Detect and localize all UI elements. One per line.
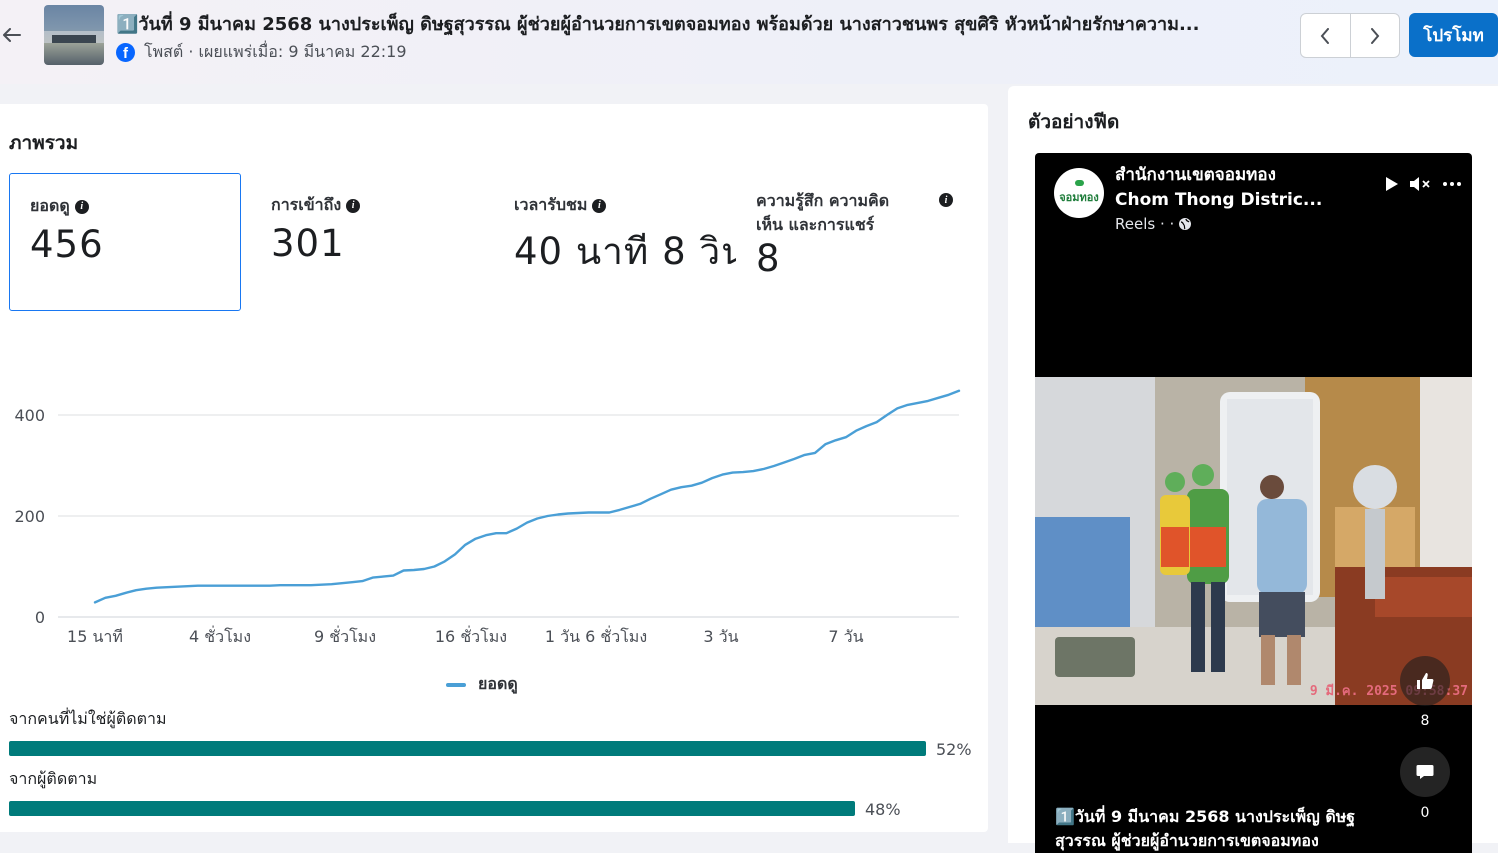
page-avatar[interactable]: จอมทอง bbox=[1054, 168, 1104, 218]
metric-engagement-label: ความรู้สึก ความคิดเห็น และการแชร์ bbox=[756, 191, 890, 234]
back-arrow-icon[interactable] bbox=[0, 18, 24, 52]
reel-subtitle-text: Reels · · bbox=[1115, 215, 1175, 233]
audience-non-followers: จากคนที่ไม่ใช่ผู้ติดตาม 52% bbox=[9, 707, 972, 759]
post-thumbnail[interactable] bbox=[44, 5, 104, 65]
series-line-views bbox=[93, 389, 961, 604]
like-button[interactable] bbox=[1400, 656, 1450, 706]
reel-subtitle: Reels · · bbox=[1115, 215, 1192, 233]
more-options-icon[interactable] bbox=[1441, 173, 1463, 195]
post-meta: f โพสต์ · เผยแพร่เมื่อ: 9 มีนาคม 22:19 bbox=[116, 40, 407, 65]
metric-reach[interactable]: การเข้าถึง i 301 bbox=[251, 173, 483, 311]
metric-watch-time-label: เวลารับชม bbox=[514, 195, 588, 214]
post-title: 1️⃣วันที่ 9 มีนาคม 2568 นางประเพ็ญ ดิษฐส… bbox=[116, 14, 1200, 35]
metric-views-label: ยอดดู bbox=[30, 196, 70, 215]
audience-non-followers-bar bbox=[9, 741, 926, 756]
x-tick-label: 4 ชั่วโมง bbox=[189, 625, 251, 646]
feed-preview-title: ตัวอย่างฟีด bbox=[1028, 111, 1120, 133]
metric-reach-label: การเข้าถึง bbox=[271, 195, 342, 214]
comment-button[interactable] bbox=[1400, 747, 1450, 797]
reel-caption: 1️⃣วันที่ 9 มีนาคม 2568 นางประเพ็ญ ดิษฐส… bbox=[1055, 807, 1356, 850]
feed-preview-card: ตัวอย่างฟีด จอมทอง สำนักงานเขตจอมทอง Cho… bbox=[1008, 86, 1498, 853]
chevron-right-icon bbox=[1370, 27, 1380, 44]
audience-followers: จากผู้ติดตาม 48% bbox=[9, 767, 969, 819]
post-meta-text: โพสต์ · เผยแพร่เมื่อ: 9 มีนาคม 22:19 bbox=[144, 42, 407, 61]
audience-followers-pct: 48% bbox=[865, 800, 901, 819]
reel-video-frame[interactable]: 9 มี.ค. 2025 09:58:37 bbox=[1035, 377, 1472, 705]
audience-followers-bar bbox=[9, 801, 855, 816]
avatar-logo-text: จอมทอง bbox=[1059, 191, 1099, 204]
mute-icon[interactable] bbox=[1409, 173, 1431, 195]
metric-reach-value: 301 bbox=[271, 222, 345, 265]
y-tick-label: 200 bbox=[14, 507, 45, 526]
facebook-icon: f bbox=[116, 43, 135, 62]
y-tick-label: 0 bbox=[35, 608, 45, 627]
info-icon[interactable]: i bbox=[74, 199, 89, 214]
y-tick-label: 400 bbox=[14, 406, 45, 425]
x-tick-label: 7 วัน bbox=[828, 627, 863, 646]
chart-legend: ยอดดู bbox=[446, 672, 518, 697]
overview-card: ภาพรวม ยอดดู i 456 การเข้าถึง i 301 เวลารั… bbox=[0, 104, 988, 832]
x-tick-label: 1 วัน 6 ชั่วโมง bbox=[545, 625, 647, 646]
x-tick-label: 15 นาที bbox=[67, 627, 123, 646]
play-icon[interactable] bbox=[1381, 173, 1403, 195]
info-icon[interactable]: i bbox=[346, 198, 361, 213]
page-name[interactable]: สำนักงานเขตจอมทอง Chom Thong Distric... bbox=[1115, 165, 1323, 210]
comment-icon bbox=[1416, 765, 1434, 779]
overview-title: ภาพรวม bbox=[9, 132, 79, 154]
x-tick-label: 9 ชั่วโมง bbox=[314, 625, 376, 646]
metric-watch-time[interactable]: เวลารับชม i 40 นาที 8 วินาที bbox=[494, 173, 736, 311]
promote-button[interactable]: โปรโมท bbox=[1409, 13, 1498, 57]
info-icon[interactable]: i bbox=[939, 193, 953, 207]
post-navigation bbox=[1300, 13, 1400, 58]
metric-engagement[interactable]: ความรู้สึก ความคิดเห็น และการแชร์ i 8 bbox=[736, 173, 968, 311]
x-tick-label: 3 วัน bbox=[703, 627, 738, 646]
thumbs-up-icon bbox=[1417, 673, 1434, 689]
metric-views[interactable]: ยอดดู i 456 bbox=[9, 173, 241, 311]
x-tick-label: 16 ชั่วโมง bbox=[435, 625, 507, 646]
metric-views-value: 456 bbox=[30, 223, 104, 266]
legend-swatch bbox=[446, 682, 466, 687]
post-header: 1️⃣วันที่ 9 มีนาคม 2568 นางประเพ็ญ ดิษฐส… bbox=[0, 0, 1498, 84]
comment-count: 0 bbox=[1420, 805, 1430, 821]
previous-post-button[interactable] bbox=[1301, 14, 1350, 57]
metric-watch-time-value: 40 นาที 8 วินาที bbox=[514, 230, 736, 273]
globe-icon bbox=[1179, 218, 1192, 230]
like-count: 8 bbox=[1420, 713, 1430, 729]
audience-followers-label: จากผู้ติดตาม bbox=[9, 769, 98, 788]
legend-label: ยอดดู bbox=[478, 674, 518, 693]
audience-non-followers-pct: 52% bbox=[936, 740, 972, 759]
next-post-button[interactable] bbox=[1349, 14, 1400, 57]
metric-engagement-value: 8 bbox=[756, 237, 781, 280]
info-icon[interactable]: i bbox=[592, 198, 607, 213]
audience-non-followers-label: จากคนที่ไม่ใช่ผู้ติดตาม bbox=[9, 709, 167, 728]
views-line-chart: 0 200 400 15 นาที 4 ชั่วโมง 9 ชั่วโมง 16 ชั่วโ… bbox=[14, 389, 961, 646]
chevron-left-icon bbox=[1320, 27, 1330, 44]
video-scene-image bbox=[1035, 377, 1472, 705]
reel-preview: จอมทอง สำนักงานเขตจอมทอง Chom Thong Dist… bbox=[1035, 153, 1472, 853]
